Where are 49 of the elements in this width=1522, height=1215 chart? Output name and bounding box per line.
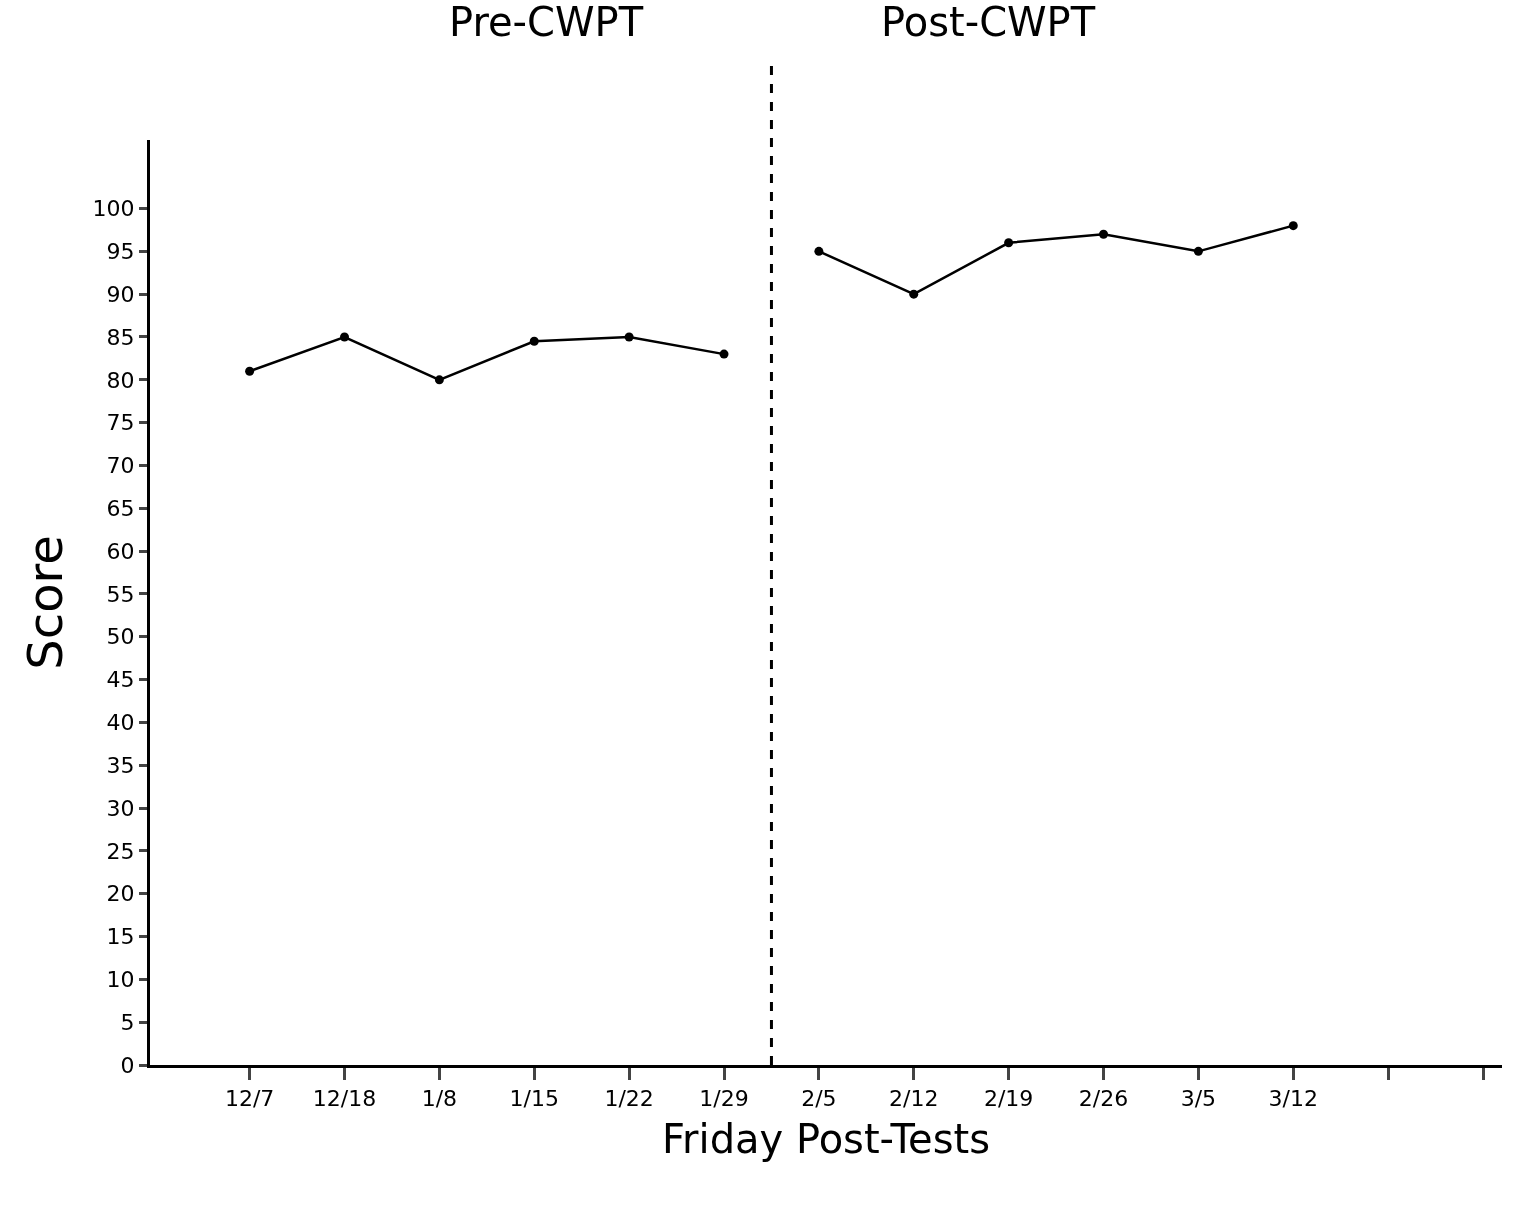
point: [909, 289, 919, 299]
x-tick-label: 12/18: [312, 1086, 377, 1112]
x-tick-label: 1/8: [421, 1086, 458, 1112]
x-tick-label: 1/22: [604, 1086, 654, 1112]
x-tick-label: 2/5: [801, 1086, 837, 1112]
y-tick-label: 85: [106, 324, 135, 350]
x-tick-label: 2/12: [889, 1086, 939, 1112]
y-tick-label: 0: [120, 1052, 135, 1078]
y-tick-label: 75: [106, 410, 135, 436]
y-tick-label: 10: [106, 967, 135, 993]
point: [1099, 229, 1109, 239]
y-tick-label: 70: [106, 453, 135, 479]
y-tick-label: 5: [120, 1009, 135, 1035]
point: [245, 366, 255, 376]
y-tick-label: 20: [106, 881, 135, 907]
point: [814, 246, 824, 256]
x-tick-label: 1/15: [509, 1086, 559, 1112]
text: Post-CWPT: [881, 0, 1096, 45]
point: [340, 332, 349, 342]
x-tick-label: 1/29: [699, 1086, 749, 1112]
y-tick-label: 55: [106, 581, 135, 607]
point: [1004, 238, 1014, 248]
y-tick-label: 90: [106, 281, 135, 307]
y-tick-label: 30: [106, 795, 135, 821]
x-tick-label: 12/7: [224, 1086, 275, 1112]
y-tick-label: 35: [106, 752, 135, 778]
point: [624, 332, 634, 342]
y-tick-label: 50: [106, 624, 135, 650]
y-tick-label: 25: [106, 838, 135, 864]
y-tick-label: 15: [106, 924, 135, 950]
y-tick-label: 65: [106, 495, 135, 521]
text: Pre-CWPT: [449, 0, 644, 45]
x-tick-label: 2/26: [1078, 1086, 1129, 1112]
x-axis-title: Friday Post-Tests: [661, 1115, 991, 1162]
y-tick-label: 95: [106, 239, 135, 265]
point: [719, 349, 729, 359]
x-tick-label: 3/5: [1180, 1086, 1217, 1112]
point: [1288, 221, 1298, 231]
y-tick-label: 40: [106, 710, 135, 736]
point: [529, 336, 539, 346]
x-tick-label: 3/12: [1268, 1086, 1318, 1112]
y-tick-label: 80: [106, 367, 135, 393]
y-tick-label: 45: [106, 667, 135, 693]
y-axis-title: Score: [17, 535, 74, 670]
point: [434, 375, 444, 385]
y-tick-label: 100: [92, 196, 135, 222]
y-tick-label: 60: [106, 538, 135, 564]
point: [1193, 246, 1203, 256]
x-tick-label: 2/19: [983, 1086, 1034, 1112]
